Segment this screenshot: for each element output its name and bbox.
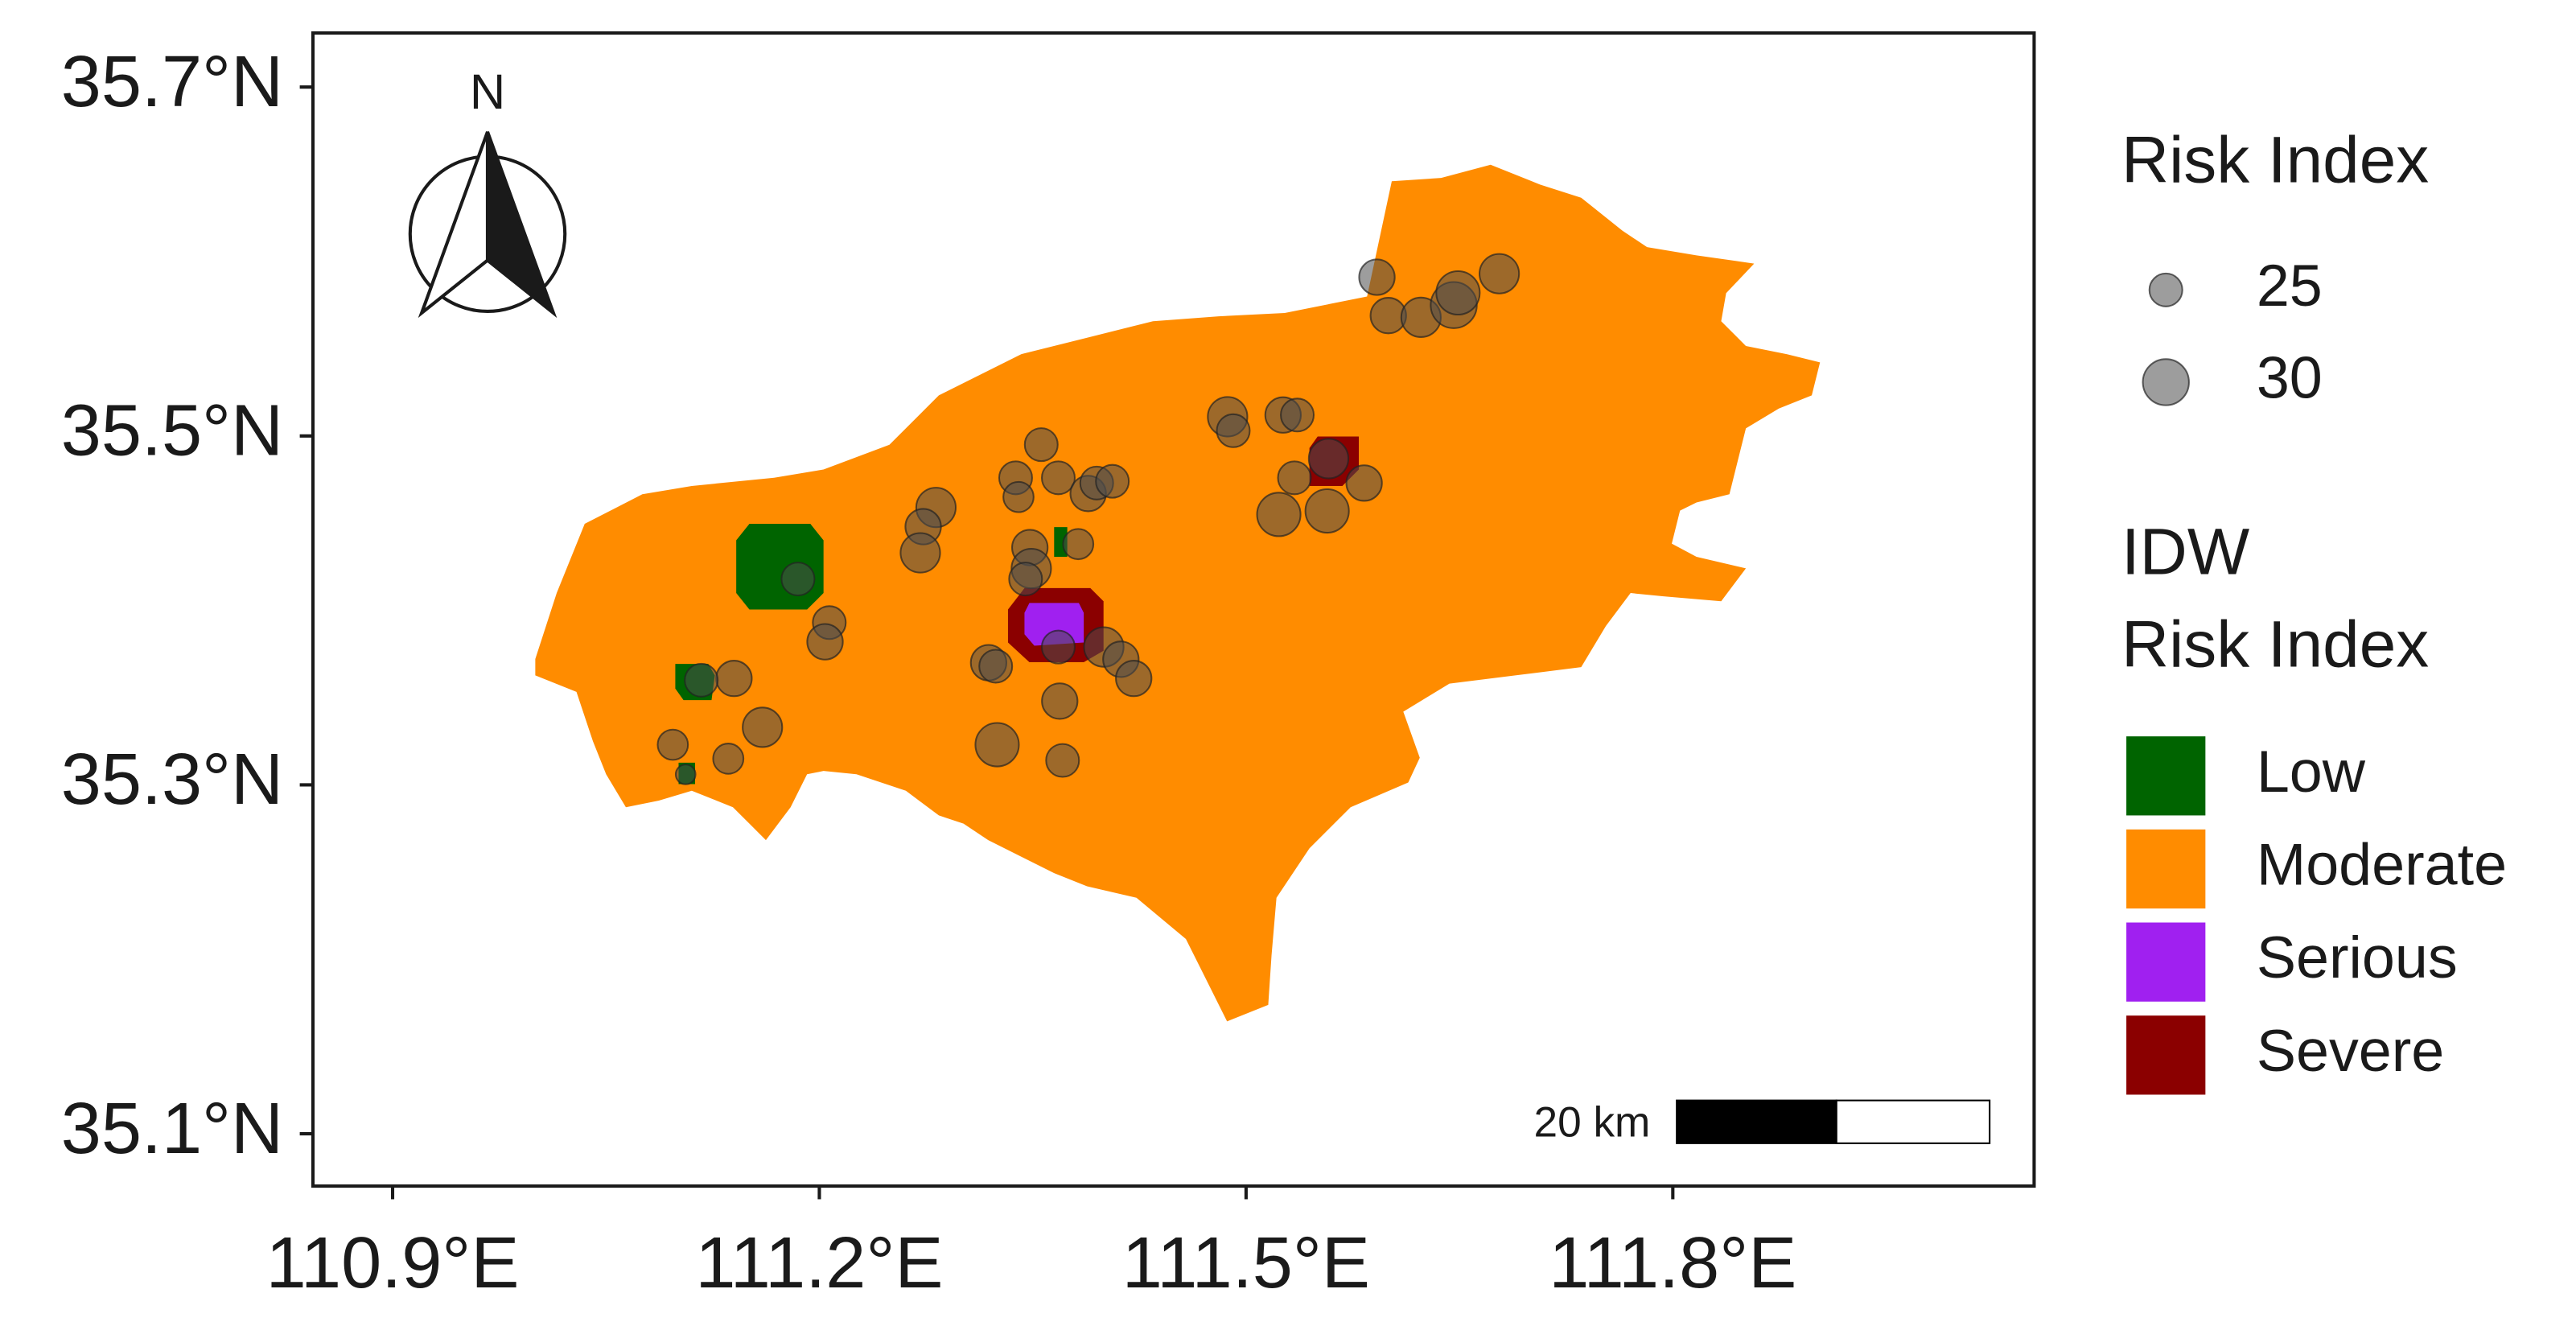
fill-legend-label: Low [2257, 738, 2366, 805]
fill-legend-label: Moderate [2257, 830, 2507, 897]
zone-low [736, 524, 824, 610]
region-moderate [535, 164, 1821, 1022]
risk-point [806, 623, 844, 661]
risk-point [1304, 488, 1350, 534]
risk-point [656, 728, 689, 761]
x-tick-label: 111.5°E [1122, 1222, 1370, 1303]
north-arrow-right [485, 131, 558, 319]
risk-point [1435, 270, 1481, 316]
fill-legend-key [2122, 826, 2209, 912]
points-layer [656, 253, 1520, 785]
y-tick-label: 35.7°N [61, 41, 283, 122]
fill-legend-title: IDW [2121, 516, 2249, 589]
y-tick-label: 35.5°N [61, 390, 283, 472]
risk-point [1095, 463, 1130, 499]
north-arrow: N [408, 64, 567, 319]
risk-point [1008, 562, 1043, 597]
fill-legend-label: Serious [2257, 924, 2458, 990]
risk-point [1256, 492, 1302, 537]
size-legend-label: 25 [2257, 252, 2323, 319]
size-legend-label: 30 [2257, 344, 2323, 410]
fill-legend-key [2122, 919, 2209, 1005]
scale-bar: 20 km [1533, 1098, 1991, 1146]
risk-point [899, 532, 941, 574]
risk-point [1115, 660, 1153, 698]
scale-bar-black [1676, 1099, 1837, 1144]
x-tick-label: 111.8°E [1549, 1222, 1796, 1303]
fill-legend-title: Risk Index [2121, 607, 2429, 681]
risk-point [1307, 438, 1350, 480]
risk-point [742, 706, 784, 748]
y-tick-label: 35.1°N [61, 1088, 283, 1169]
fill-legend: IDW Risk Index Low Moderate Serious Severe [2121, 516, 2507, 1098]
size-legend-key [2142, 358, 2190, 406]
fill-legend-key [2122, 733, 2209, 819]
risk-point [1277, 460, 1312, 496]
scale-bar-label: 20 km [1533, 1098, 1650, 1146]
risk-point [974, 722, 1020, 768]
risk-point [1062, 528, 1095, 561]
risk-point [1040, 629, 1076, 665]
risk-point [780, 562, 816, 597]
risk-point [1045, 743, 1080, 778]
risk-point [715, 660, 753, 698]
risk-point [1216, 413, 1251, 448]
fill-legend-label: Severe [2257, 1017, 2444, 1084]
risk-point [1358, 258, 1396, 296]
risk-point [1345, 464, 1383, 502]
size-legend-key [2148, 272, 2183, 307]
x-tick-label: 110.9°E [266, 1222, 520, 1303]
north-label: N [470, 64, 505, 120]
risk-point [712, 743, 745, 775]
risk-point [978, 649, 1014, 684]
scale-bar-white [1835, 1099, 1991, 1144]
risk-point [684, 662, 719, 698]
risk-point [1002, 480, 1035, 513]
risk-point [1280, 397, 1315, 433]
risk-point [1479, 253, 1520, 294]
fill-legend-key [2122, 1012, 2209, 1098]
y-tick-label: 35.3°N [61, 739, 283, 820]
risk-point [1040, 460, 1076, 496]
risk-point [1023, 427, 1059, 463]
risk-point [1041, 682, 1079, 720]
size-legend-title: Risk Index [2121, 123, 2429, 196]
risk-point [674, 764, 697, 785]
map-frame [311, 31, 2036, 1188]
x-tick-label: 111.2°E [695, 1222, 943, 1303]
